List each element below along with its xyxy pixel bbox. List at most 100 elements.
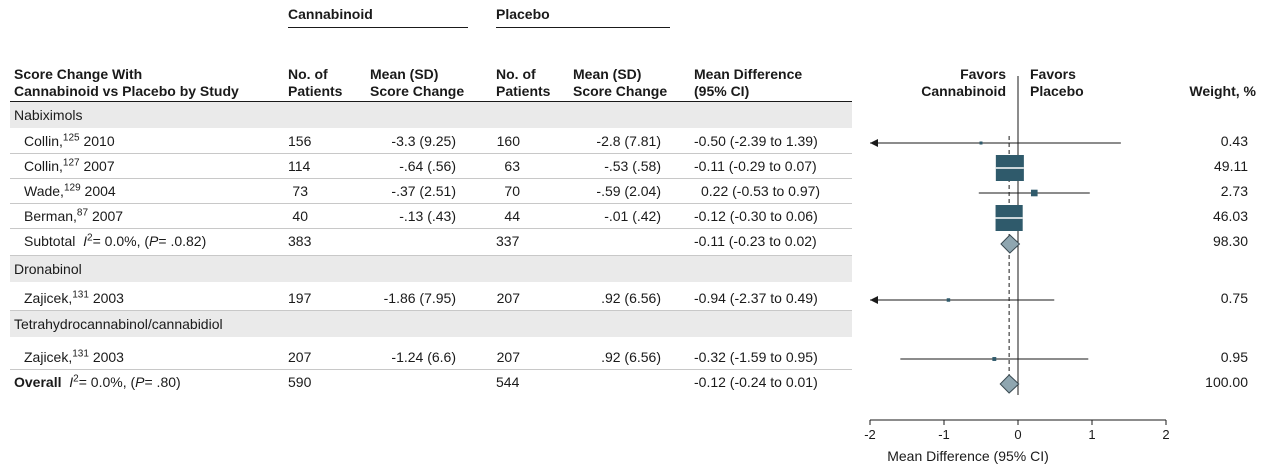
n-cannabinoid: 114	[288, 158, 311, 174]
row-divider	[10, 153, 852, 154]
row-divider	[10, 228, 852, 229]
n-cannabinoid: 197	[288, 290, 312, 306]
mean-placebo: -2.8 (7.81)	[596, 133, 661, 149]
ci-arrow-left	[870, 296, 878, 304]
mean-placebo: .92 (6.56)	[601, 290, 661, 306]
group-row-thc-cbd	[10, 311, 852, 337]
subtotal-weight: 98.30	[1212, 233, 1248, 249]
mean-difference: -0.94 (-2.37 to 0.49)	[694, 290, 818, 306]
mean-cannabinoid: -3.3 (9.25)	[391, 133, 456, 149]
col-mean-c-header-2: Score Change	[370, 83, 465, 99]
mean-placebo: -.01 (.42)	[604, 208, 661, 224]
study-box	[946, 298, 951, 302]
weight-value: 0.95	[1220, 349, 1248, 365]
group-row-nabiximols	[10, 102, 852, 128]
study-name: Zajicek,131 2003	[24, 289, 124, 306]
col-n-p-header-2: Patients	[496, 83, 551, 99]
col-study-header-1: Score Change With	[14, 66, 143, 82]
study-name: Collin,125 2010	[24, 132, 115, 149]
n-placebo: 63	[504, 158, 520, 174]
col-n-c-header-2: Patients	[288, 83, 343, 99]
weight-value: 46.03	[1212, 208, 1248, 224]
weight-value: 2.73	[1220, 183, 1248, 199]
mean-cannabinoid: -1.24 (6.6)	[391, 349, 456, 365]
x-tick-label: 2	[1162, 427, 1169, 442]
overall-mean-difference: -0.12 (-0.24 to 0.01)	[694, 374, 818, 390]
n-placebo: 70	[504, 183, 520, 199]
mean-difference: 0.22 (-0.53 to 0.97)	[701, 183, 821, 199]
study-name: Zajicek,131 2003	[24, 348, 124, 365]
mean-difference: -0.50 (-2.39 to 1.39)	[694, 133, 818, 149]
row-divider	[10, 255, 852, 256]
col-mean-p-header-2: Score Change	[573, 83, 668, 99]
cannabinoid-group-label: Cannabinoid	[288, 6, 373, 22]
col-n-p-header-1: No. of	[496, 66, 536, 82]
header-rule	[10, 101, 852, 102]
study-name: Wade,129 2004	[24, 182, 116, 199]
weight-value: 0.43	[1220, 133, 1248, 149]
x-tick-label: 0	[1014, 427, 1021, 442]
ci-arrow-left	[870, 139, 878, 147]
study-name: Collin,127 2007	[24, 157, 115, 174]
x-axis-label: Mean Difference (95% CI)	[887, 448, 1049, 464]
subtotal-label: Subtotal I2= 0.0%, (P= .0.82)	[24, 232, 207, 249]
overall-weight: 100.00	[1205, 374, 1248, 390]
row-divider	[10, 178, 852, 179]
mean-difference: -0.12 (-0.30 to 0.06)	[694, 208, 818, 224]
x-tick-label: -1	[938, 427, 950, 442]
row-divider	[10, 369, 852, 370]
n-cannabinoid: 40	[292, 208, 308, 224]
summary-diamond	[999, 374, 1020, 394]
overall-label: Overall I2= 0.0%, (P= .80)	[14, 373, 181, 390]
mean-difference: -0.11 (-0.29 to 0.07)	[694, 158, 817, 174]
n-placebo: 207	[496, 349, 520, 365]
col-study-header-2: Cannabinoid vs Placebo by Study	[14, 83, 239, 99]
study-box	[979, 141, 983, 145]
group-label-nabiximols: Nabiximols	[14, 107, 83, 123]
weight-header: Weight, %	[1189, 83, 1256, 99]
col-mean-c-header-1: Mean (SD)	[370, 66, 439, 82]
col-diff-header-1: Mean Difference	[694, 66, 803, 82]
favors-placebo-1: Favors	[1030, 66, 1076, 82]
col-n-c-header-1: No. of	[288, 66, 328, 82]
cannabinoid-group-rule	[288, 27, 468, 28]
subtotal-mean-difference: -0.11 (-0.23 to 0.02)	[694, 233, 817, 249]
n-placebo: 44	[504, 208, 520, 224]
placebo-group-rule	[496, 27, 670, 28]
study-box	[1030, 189, 1038, 197]
favors-cannabinoid-2: Cannabinoid	[921, 83, 1006, 99]
row-divider	[10, 310, 852, 311]
x-tick-label: 1	[1088, 427, 1095, 442]
study-name: Berman,87 2007	[24, 207, 124, 224]
group-label-thc-cbd: Tetrahydrocannabinol/cannabidiol	[14, 316, 223, 332]
mean-cannabinoid: -.13 (.43)	[399, 208, 456, 224]
subtotal-n-cannabinoid: 383	[288, 233, 312, 249]
summary-diamond	[1000, 234, 1021, 254]
favors-placebo-2: Placebo	[1030, 83, 1084, 99]
subtotal-n-placebo: 337	[496, 233, 520, 249]
mean-difference: -0.32 (-1.59 to 0.95)	[694, 349, 818, 365]
mean-cannabinoid: -1.86 (7.95)	[383, 290, 456, 306]
mean-cannabinoid: -.37 (2.51)	[391, 183, 456, 199]
n-placebo: 207	[496, 290, 520, 306]
mean-placebo: -.59 (2.04)	[596, 183, 661, 199]
mean-placebo: .92 (6.56)	[601, 349, 661, 365]
col-mean-p-header-1: Mean (SD)	[573, 66, 642, 82]
mean-placebo: -.53 (.58)	[604, 158, 661, 174]
group-row-dronabinol	[10, 256, 852, 282]
n-cannabinoid: 73	[292, 183, 308, 199]
favors-cannabinoid-1: Favors	[960, 66, 1006, 82]
mean-cannabinoid: -.64 (.56)	[399, 158, 456, 174]
group-label-dronabinol: Dronabinol	[14, 261, 82, 277]
row-divider	[10, 203, 852, 204]
n-cannabinoid: 207	[288, 349, 312, 365]
n-placebo: 160	[496, 133, 520, 149]
weight-value: 49.11	[1214, 158, 1248, 174]
n-cannabinoid: 156	[288, 133, 312, 149]
study-box	[992, 357, 997, 361]
weight-value: 0.75	[1220, 290, 1248, 306]
col-diff-header-2: (95% CI)	[694, 83, 750, 99]
overall-n-placebo: 544	[496, 374, 520, 390]
overall-n-cannabinoid: 590	[288, 374, 312, 390]
